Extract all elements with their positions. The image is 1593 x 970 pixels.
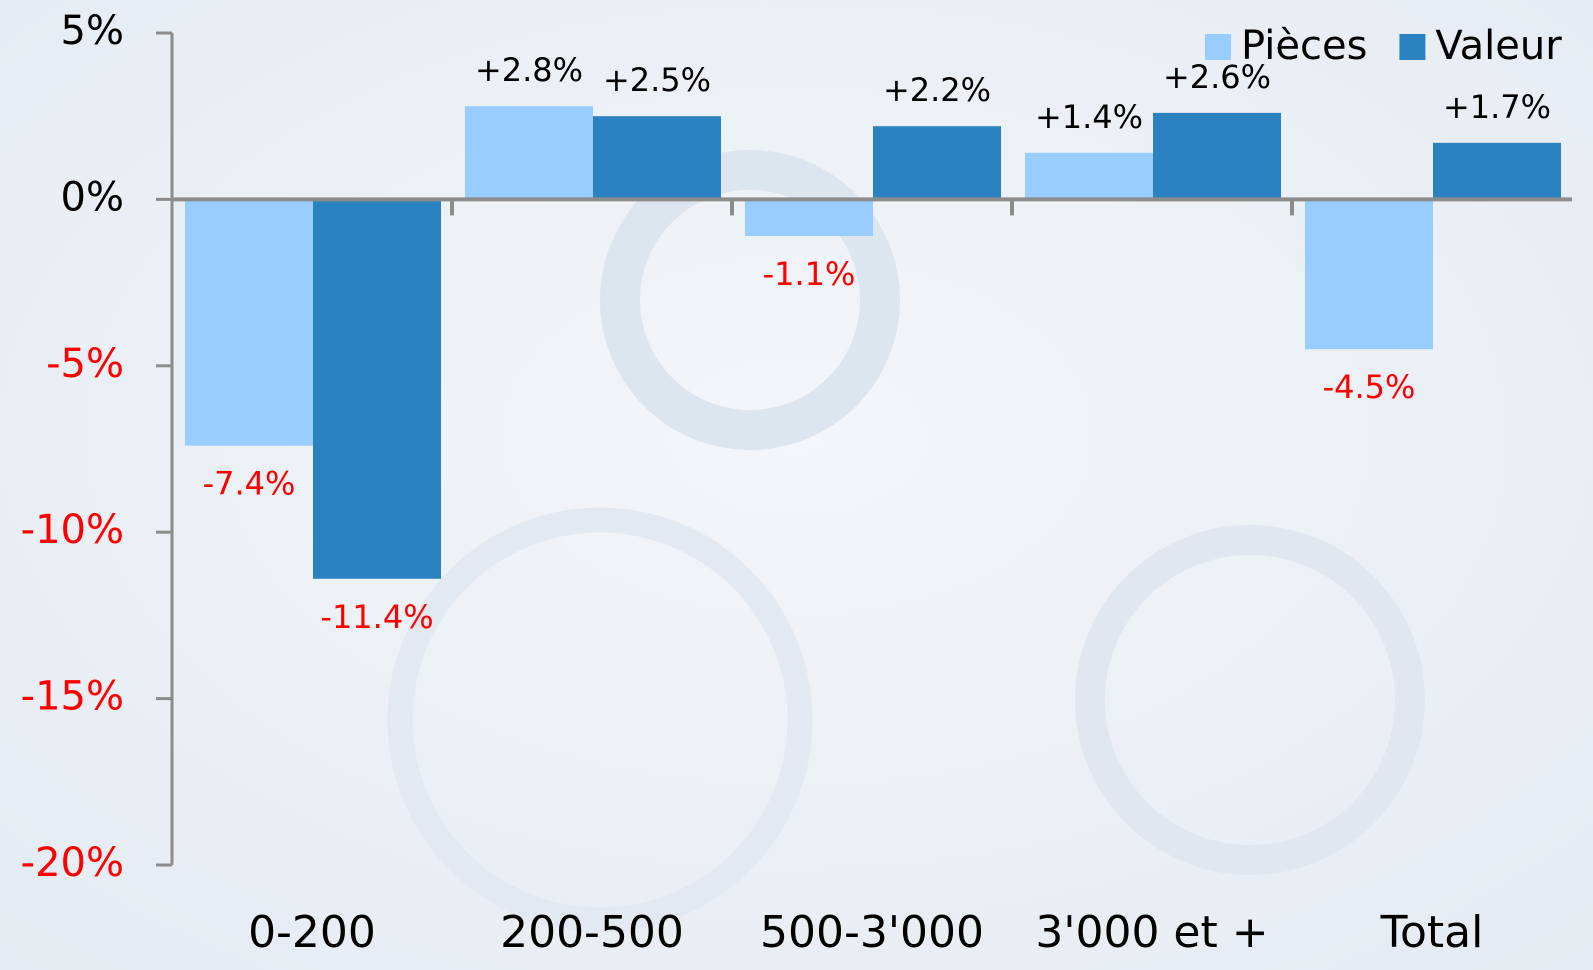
x-tick-label: Total [1380, 907, 1484, 958]
value-label: +1.7% [1443, 88, 1551, 126]
y-tick-label: 0% [61, 174, 124, 220]
bar [1025, 152, 1153, 200]
value-label: +2.5% [603, 61, 711, 99]
background-gear [600, 150, 900, 450]
legend-swatch [1205, 34, 1231, 60]
y-tick-label: -15% [21, 674, 124, 720]
background-gear [1075, 525, 1425, 875]
y-tick-label: -20% [21, 840, 124, 886]
legend-swatch [1399, 34, 1426, 60]
x-tick-label: 0-200 [248, 907, 376, 958]
bar [873, 126, 1001, 200]
bar [1153, 112, 1281, 200]
bar [313, 199, 441, 579]
bar [465, 106, 593, 200]
bar [1305, 199, 1433, 350]
background-gear [387, 507, 813, 933]
bar [745, 199, 873, 237]
value-label: +2.6% [1163, 58, 1271, 96]
value-label: +2.8% [475, 51, 583, 89]
value-label: -4.5% [1323, 368, 1416, 406]
y-tick-label: 5% [61, 8, 124, 54]
bar [1433, 142, 1561, 200]
bar [185, 199, 313, 446]
value-label: -7.4% [203, 465, 296, 503]
y-tick-label: -5% [46, 341, 124, 387]
y-tick-label: -10% [21, 507, 124, 553]
legend-label: Valeur [1435, 23, 1562, 69]
value-label: -1.1% [763, 255, 856, 293]
value-label: +2.2% [883, 71, 991, 109]
x-tick-label: 500-3'000 [760, 907, 984, 958]
value-label: +1.4% [1035, 98, 1143, 136]
value-label: -11.4% [320, 598, 433, 636]
x-tick-label: 200-500 [500, 907, 684, 958]
bar [593, 116, 721, 200]
x-tick-label: 3'000 et + [1035, 907, 1268, 958]
legend-label: Pièces [1241, 23, 1367, 69]
